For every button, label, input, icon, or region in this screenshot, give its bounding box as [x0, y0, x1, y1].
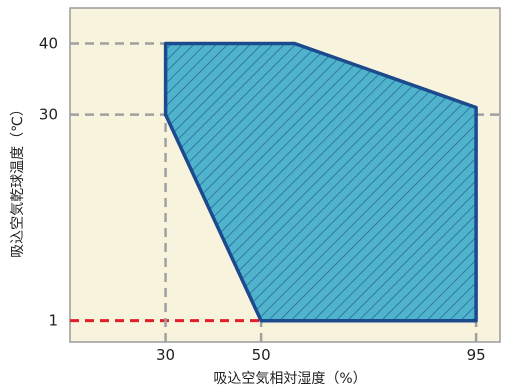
- x-tick-label-95: 95: [467, 346, 486, 364]
- y-axis-title: 吸込空気乾球温度（℃）: [10, 102, 26, 258]
- x-axis-title: 吸込空気相対湿度（%）: [213, 371, 366, 387]
- x-tick-label-50: 50: [252, 346, 271, 364]
- region-layer: [163, 41, 478, 323]
- x-tick-label-30: 30: [156, 346, 175, 364]
- operating-region-outline: [163, 41, 478, 323]
- x-tick-labels: 30 50 95: [156, 346, 486, 364]
- y-tick-label-1: 1: [48, 312, 58, 330]
- y-tick-labels: 1 30 40: [39, 35, 58, 330]
- y-tick-label-30: 30: [39, 106, 58, 124]
- operating-region-hatch: [165, 43, 477, 321]
- y-tick-label-40: 40: [39, 35, 58, 53]
